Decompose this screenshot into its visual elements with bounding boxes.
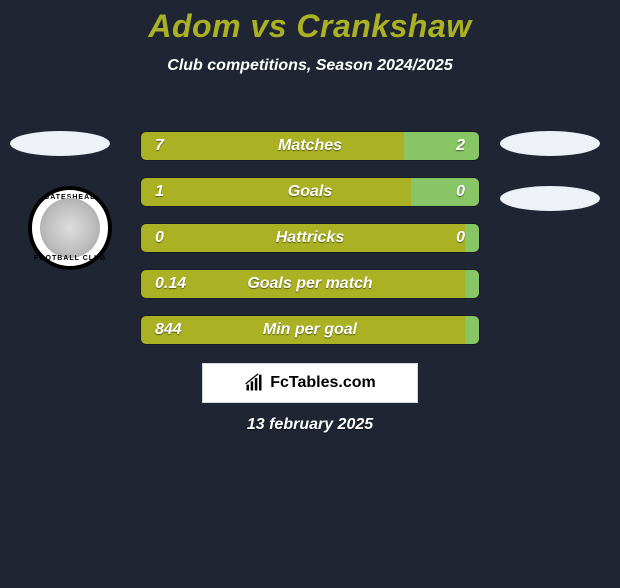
player-badge-right-placeholder-2: [500, 186, 600, 211]
footer-date: 13 february 2025: [0, 416, 620, 434]
crest-text-bottom: FOOTBALL CLUB: [32, 255, 108, 262]
player-badge-left-placeholder: [10, 131, 110, 156]
stats-comparison-bars: 72Matches 10Goals 00Hattricks 0.14Goals per…: [140, 131, 480, 361]
bar-chart-icon: [244, 373, 264, 393]
branding-text: FcTables.com: [270, 374, 376, 392]
stat-left-value: 0.14: [141, 270, 465, 298]
stat-right-value: [465, 316, 479, 344]
stat-row: 72Matches: [140, 131, 480, 161]
crest-inner-image: [40, 198, 100, 258]
club-crest: GATESHEAD FOOTBALL CLUB: [28, 186, 112, 270]
stat-row: 844Min per goal: [140, 315, 480, 345]
stat-right-value: 0: [411, 178, 479, 206]
stat-left-value: 844: [141, 316, 465, 344]
stat-row: 0.14Goals per match: [140, 269, 480, 299]
stat-row: 10Goals: [140, 177, 480, 207]
stat-left-value: 7: [141, 132, 404, 160]
stat-left-value: 1: [141, 178, 411, 206]
stat-right-value: [465, 270, 479, 298]
branding-badge: FcTables.com: [202, 363, 418, 403]
stat-right-value: 0: [465, 224, 479, 252]
page-title: Adom vs Crankshaw: [0, 8, 620, 45]
stat-right-value: 2: [404, 132, 479, 160]
stat-left-value: 0: [141, 224, 465, 252]
stat-row: 00Hattricks: [140, 223, 480, 253]
page-subtitle: Club competitions, Season 2024/2025: [0, 57, 620, 75]
player-badge-right-placeholder: [500, 131, 600, 156]
